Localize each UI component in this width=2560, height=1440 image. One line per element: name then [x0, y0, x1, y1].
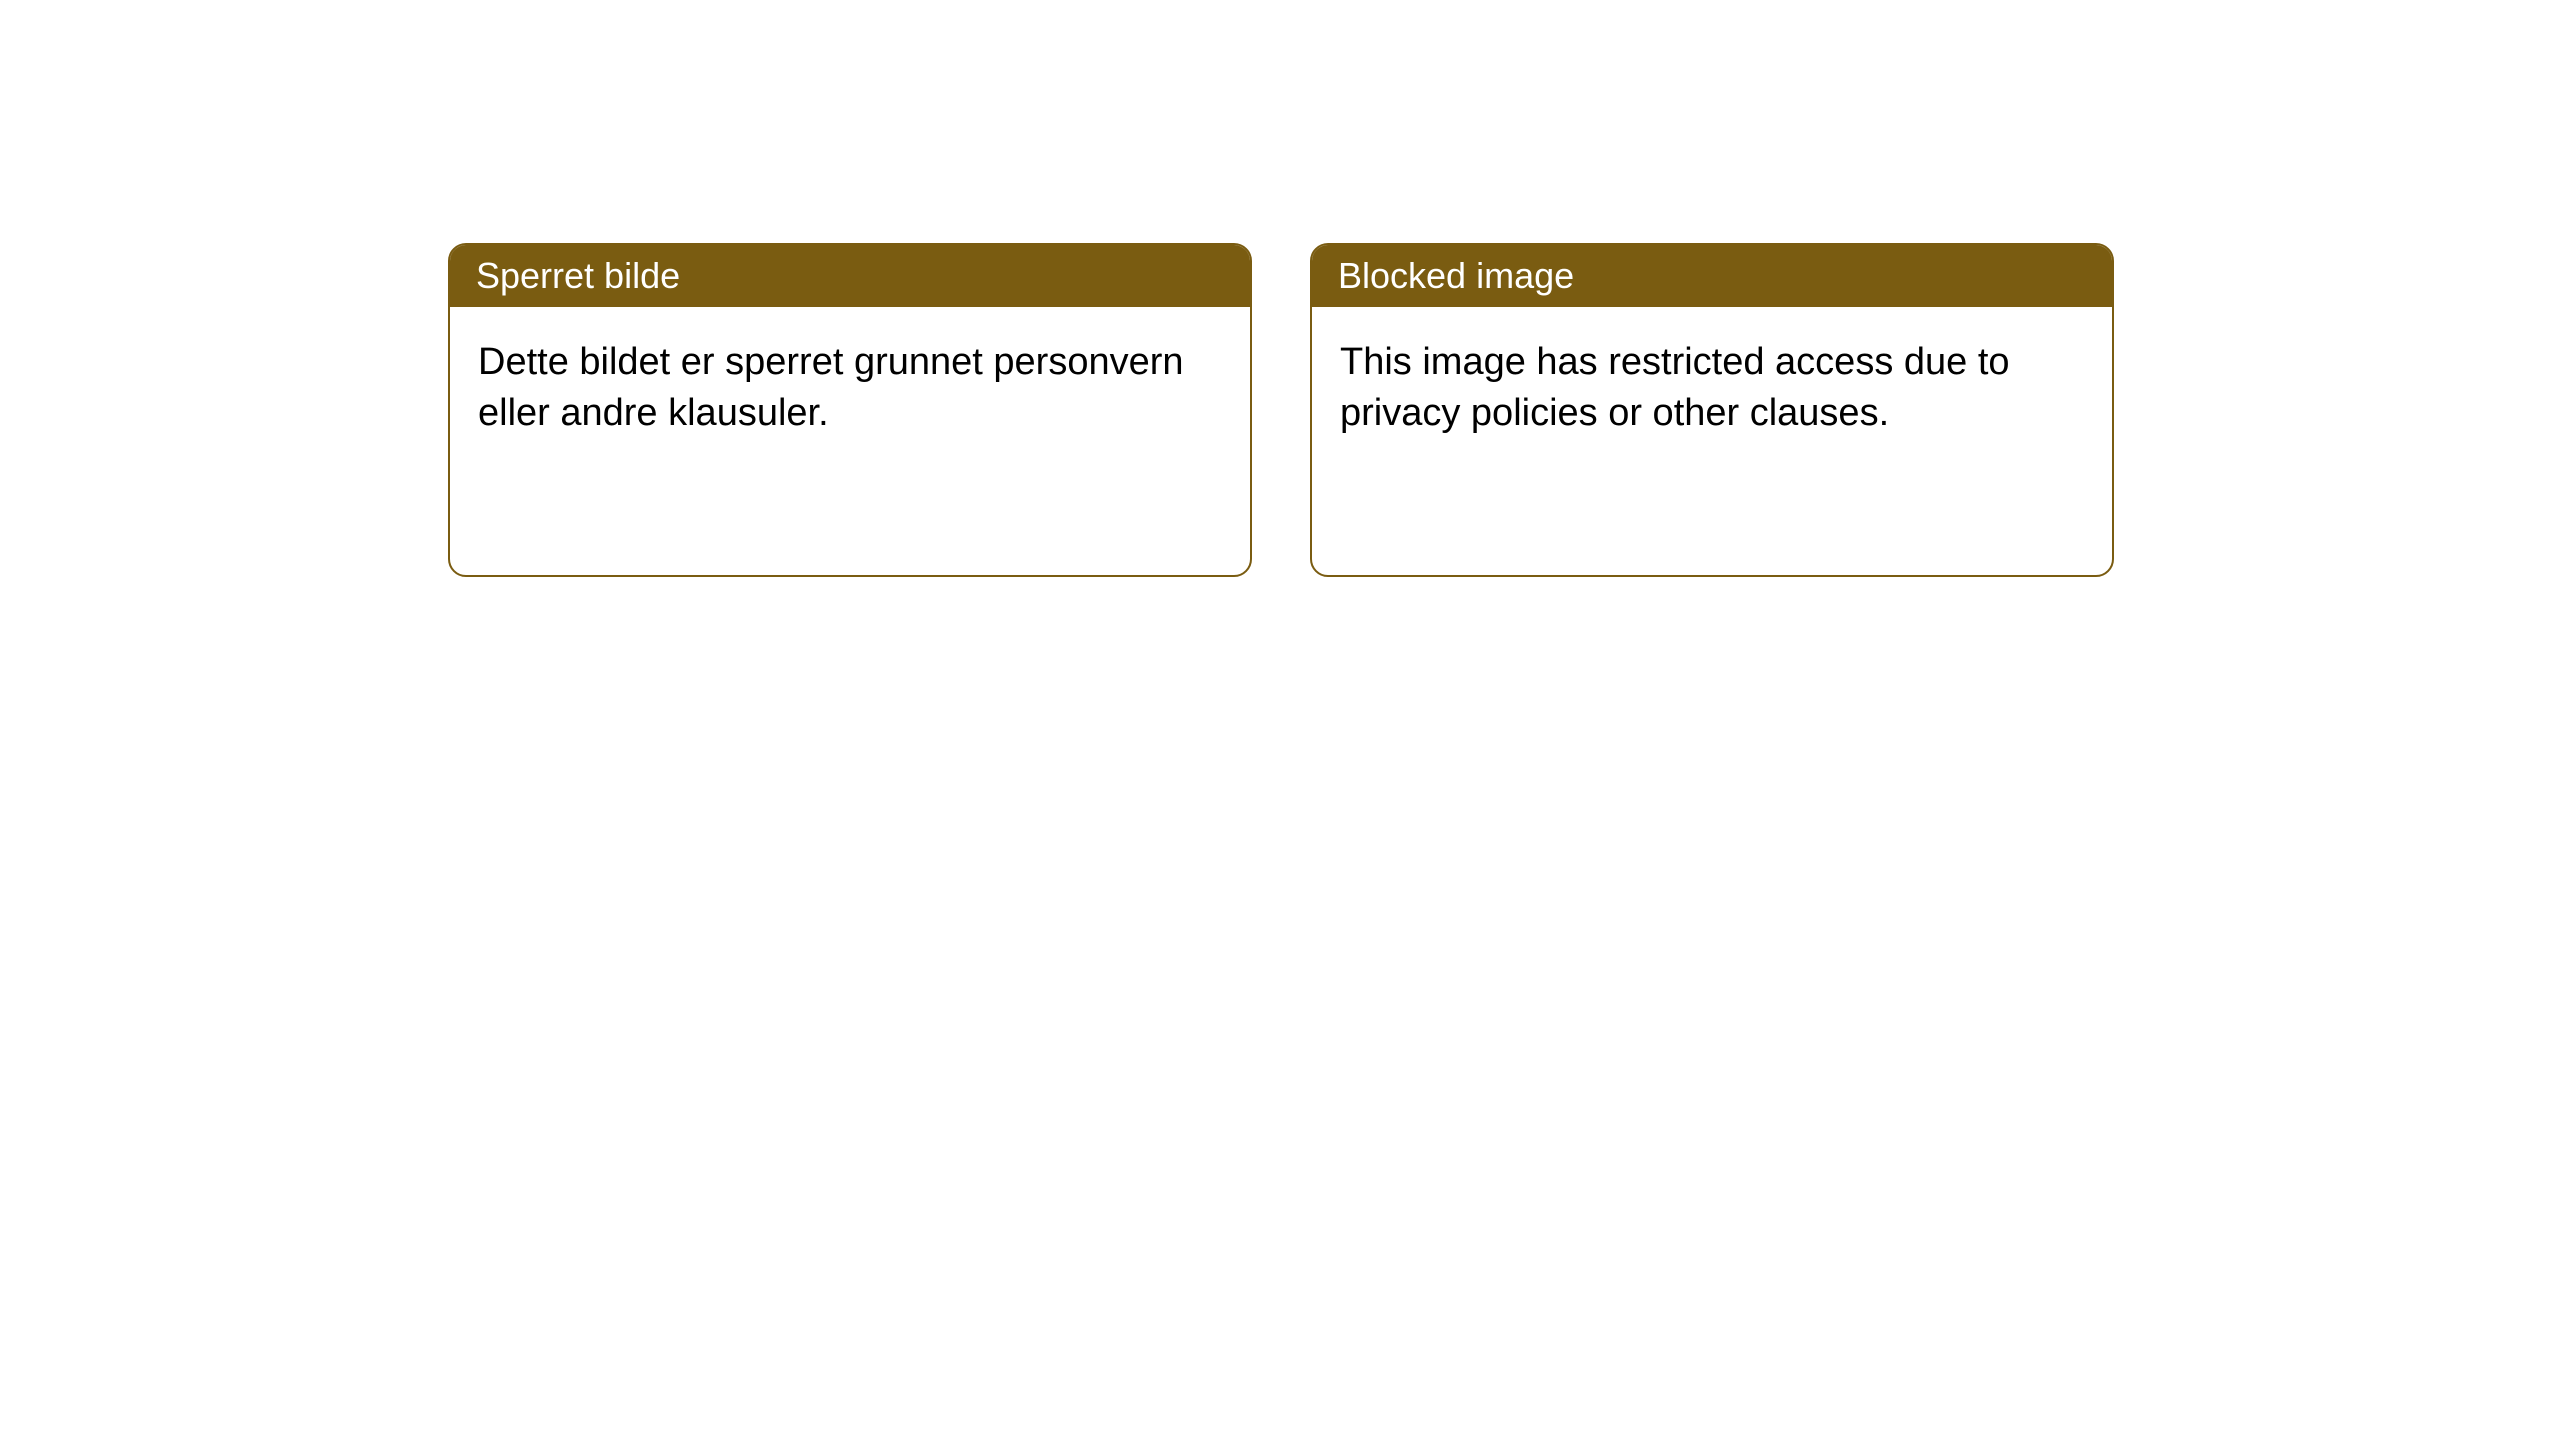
- notice-container: Sperret bilde Dette bildet er sperret gr…: [0, 0, 2560, 577]
- card-text-english: This image has restricted access due to …: [1340, 341, 2010, 434]
- blocked-image-card-english: Blocked image This image has restricted …: [1310, 243, 2114, 577]
- card-header-norwegian: Sperret bilde: [450, 245, 1250, 307]
- card-body-norwegian: Dette bildet er sperret grunnet personve…: [450, 307, 1250, 470]
- card-title-english: Blocked image: [1338, 255, 1574, 296]
- card-body-english: This image has restricted access due to …: [1312, 307, 2112, 470]
- card-header-english: Blocked image: [1312, 245, 2112, 307]
- card-text-norwegian: Dette bildet er sperret grunnet personve…: [478, 341, 1184, 434]
- card-title-norwegian: Sperret bilde: [476, 255, 680, 296]
- blocked-image-card-norwegian: Sperret bilde Dette bildet er sperret gr…: [448, 243, 1252, 577]
